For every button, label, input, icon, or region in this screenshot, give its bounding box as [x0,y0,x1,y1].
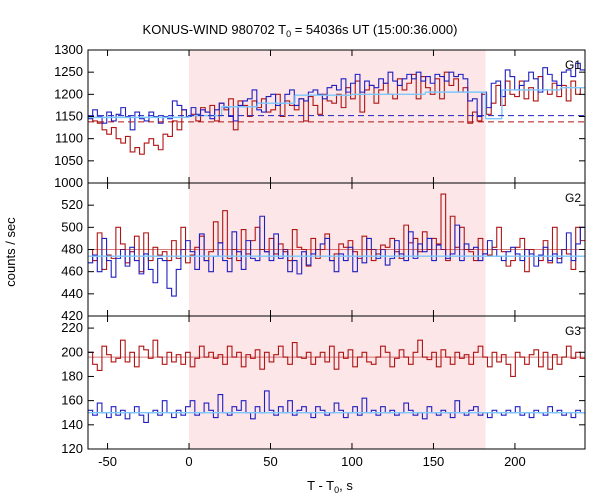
y-axis-label: counts / sec [3,217,18,287]
panel-1-series-red [88,71,585,155]
xtick-label-150: 150 [423,454,445,469]
xtick-label-0: 0 [185,454,192,469]
panel-2-ytick-label-420: 420 [61,308,83,323]
panel-3-shaded-interval [189,316,486,449]
panel-2-series-red [88,193,585,273]
panel-1-ytick-label-1050: 1050 [54,153,83,168]
xtick-label--50: -50 [98,454,117,469]
panel-3-ytick-label-140: 140 [61,417,83,432]
panel-1-label: G1 [565,58,581,72]
panel-2-ytick-label-500: 500 [61,219,83,234]
panel-3-frame [87,315,586,450]
panel-2-ytick-label-480: 480 [61,242,83,257]
panel-1-ytick-label-1000: 1000 [54,175,83,190]
panel-1-ytick-label-1100: 1100 [55,131,83,146]
panel-1-ytick-label-1150: 1150 [55,109,83,124]
panel-2-ytick-label-440: 440 [61,286,83,301]
panel-2-ytick-label-520: 520 [61,197,83,212]
panels-layer: 1000105011001150120012501300G14204404604… [54,42,586,469]
panel-1-ytick-label-1300: 1300 [54,42,83,57]
panel-3-ytick-label-160: 160 [61,393,83,408]
panel-2: 420 440 460 480 500 520 G2 [61,182,586,323]
x-axis-label: T - T0, s [307,478,353,495]
panel-2-label: G2 [565,191,581,205]
xtick-label-100: 100 [341,454,363,469]
panel-2-ytick-label-460: 460 [61,264,83,279]
panel-3-ytick-label-220: 220 [61,320,83,335]
panel-3-ytick-label-120: 120 [61,441,83,456]
xtick-label-50: 50 [263,454,277,469]
panel-3-ytick-label-180: 180 [61,368,83,383]
panel-2-series-blue [88,215,585,297]
panel-3-series-blue [88,390,585,423]
xtick-label-200: 200 [504,454,526,469]
panel-1-ytick-label-1200: 1200 [54,86,83,101]
panel-3-label: G3 [565,324,581,338]
chart-title: KONUS-WIND 980702 T0 = 54036s UT (15:00:… [143,22,458,39]
panel-1-ytick-label-1250: 1250 [54,64,83,79]
panel-3: 120 140 160 180 200 220 G3 [61,315,586,456]
panel-3-ytick-label-200: 200 [61,344,83,359]
panel-1: 1000 1050 1100 1150 1200 1250 1300 G1 [54,42,586,190]
